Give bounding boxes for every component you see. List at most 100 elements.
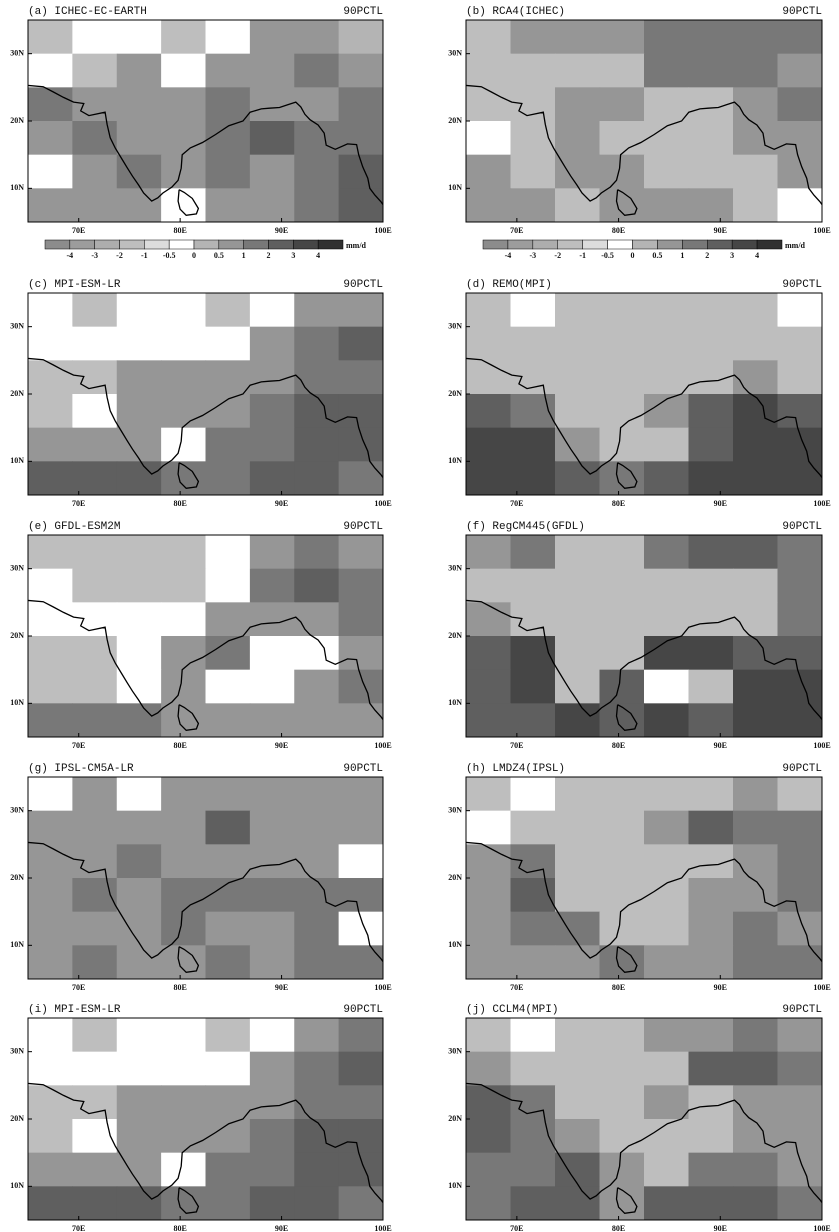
grid-cell <box>116 427 162 462</box>
grid-cell <box>28 1152 73 1187</box>
panel-subtitle: 90PCTL <box>782 6 822 18</box>
grid-cell <box>161 945 207 979</box>
grid-cell <box>688 1051 734 1086</box>
grid-cell <box>161 878 207 913</box>
panel-title: (j) CCLM4(MPI) <box>466 1004 558 1016</box>
grid-cell <box>466 154 512 189</box>
colorbar-label: 0.5 <box>652 251 662 260</box>
map-panel: (e) GFDL-ESM2M 90PCTL 10N 20N 30N 70E 80E 90E 10… <box>10 521 391 750</box>
grid-cell <box>205 1051 251 1086</box>
x-tick-label: 100E <box>374 499 391 508</box>
grid-cell <box>72 1186 118 1220</box>
x-tick-label: 100E <box>374 983 391 992</box>
grid-cell <box>733 878 779 913</box>
x-tick-label: 80E <box>612 1224 625 1232</box>
grid-cell <box>777 427 822 462</box>
grid-cell <box>72 777 118 812</box>
coastline <box>177 1187 200 1214</box>
grid-cell <box>338 121 383 156</box>
grid-cell <box>294 703 340 737</box>
grid-cell <box>777 844 822 879</box>
x-tick-label: 90E <box>714 1224 727 1232</box>
grid-cell <box>510 293 556 328</box>
grid-cell <box>510 777 556 812</box>
grid-cell <box>466 777 512 812</box>
colorbar-swatch <box>119 239 145 250</box>
grid-cell <box>72 427 118 462</box>
grid-cell <box>249 121 295 156</box>
grid-cell <box>116 602 162 637</box>
grid-cell <box>338 636 383 671</box>
grid-cell <box>599 703 645 737</box>
x-tick-label: 90E <box>275 499 288 508</box>
panel-title: (h) LMDZ4(IPSL) <box>466 763 565 775</box>
grid-cell <box>510 1018 556 1053</box>
y-tick-label: 30N <box>448 321 462 330</box>
colorbar-label: -4 <box>505 251 512 260</box>
coastline <box>466 1082 822 1204</box>
colorbar-swatch <box>482 239 509 250</box>
grid-cell <box>72 293 118 328</box>
grid-cell <box>466 911 512 946</box>
grid-cell <box>338 293 383 328</box>
grid-cell <box>249 461 295 495</box>
y-tick-label: 20N <box>448 1114 462 1123</box>
grid-cell <box>733 777 779 812</box>
grid-cell <box>161 87 207 122</box>
grid-cell <box>249 945 295 979</box>
panel-title: (g) IPSL-CM5A-LR <box>28 763 134 775</box>
grid-cell <box>72 911 118 946</box>
grid-cell <box>777 1085 822 1120</box>
grid-cell <box>599 394 645 429</box>
grid-cell <box>688 911 734 946</box>
colorbar-label: 3 <box>730 251 734 260</box>
grid-cell <box>510 87 556 122</box>
colorbar-swatch <box>582 239 608 250</box>
grid-cell <box>294 810 340 845</box>
grid-cell <box>161 326 207 361</box>
grid-cell <box>161 810 207 845</box>
map-body <box>466 777 822 979</box>
grid-cell <box>599 427 645 462</box>
grid-cell <box>644 945 690 979</box>
grid-cell <box>644 1018 690 1053</box>
grid-cell <box>116 154 162 189</box>
coastline <box>28 1082 383 1204</box>
grid-cell <box>510 188 556 222</box>
map-panel: (b) RCA4(ICHEC) 90PCTL 10N 20N 30N 70E 80E 90E 1… <box>448 6 830 260</box>
x-tick-label: 80E <box>173 1224 186 1232</box>
panel-subtitle: 90PCTL <box>343 6 383 18</box>
grid-cell <box>205 703 251 737</box>
y-tick-label: 10N <box>448 940 462 949</box>
grid-cell <box>510 326 556 361</box>
map-body <box>28 293 383 495</box>
grid-cell <box>72 669 118 704</box>
grid-cell <box>249 1152 295 1187</box>
grid-cell <box>28 878 73 913</box>
grid-cell <box>72 602 118 637</box>
grid-cell <box>205 1085 251 1120</box>
coastline <box>177 946 200 973</box>
coastline <box>466 357 822 479</box>
grid-cell <box>733 87 779 122</box>
grid-cell <box>249 568 295 603</box>
grid-cell <box>161 1119 207 1154</box>
x-tick-label: 70E <box>510 499 523 508</box>
y-tick-label: 10N <box>448 183 462 192</box>
grid-cell <box>294 20 340 55</box>
map-panel: (i) MPI-ESM-LR 90PCTL 10N 20N 30N 70E 80E 90E 10… <box>10 1004 391 1232</box>
grid-cell <box>116 461 162 495</box>
grid-cell <box>555 188 601 222</box>
x-tick-label: 80E <box>173 983 186 992</box>
grid-cell <box>338 1085 383 1120</box>
x-tick-label: 70E <box>72 499 85 508</box>
grid-cell <box>599 945 645 979</box>
colorbar-swatch <box>317 239 344 250</box>
grid-cell <box>294 945 340 979</box>
grid-cell <box>555 945 601 979</box>
x-tick-label: 90E <box>714 983 727 992</box>
grid-cell <box>161 20 207 55</box>
map-panel: (c) MPI-ESM-LR 90PCTL 10N 20N 30N 70E 80E 90E 10… <box>10 279 391 508</box>
x-tick-label: 100E <box>813 226 830 235</box>
grid-cell <box>294 1186 340 1220</box>
